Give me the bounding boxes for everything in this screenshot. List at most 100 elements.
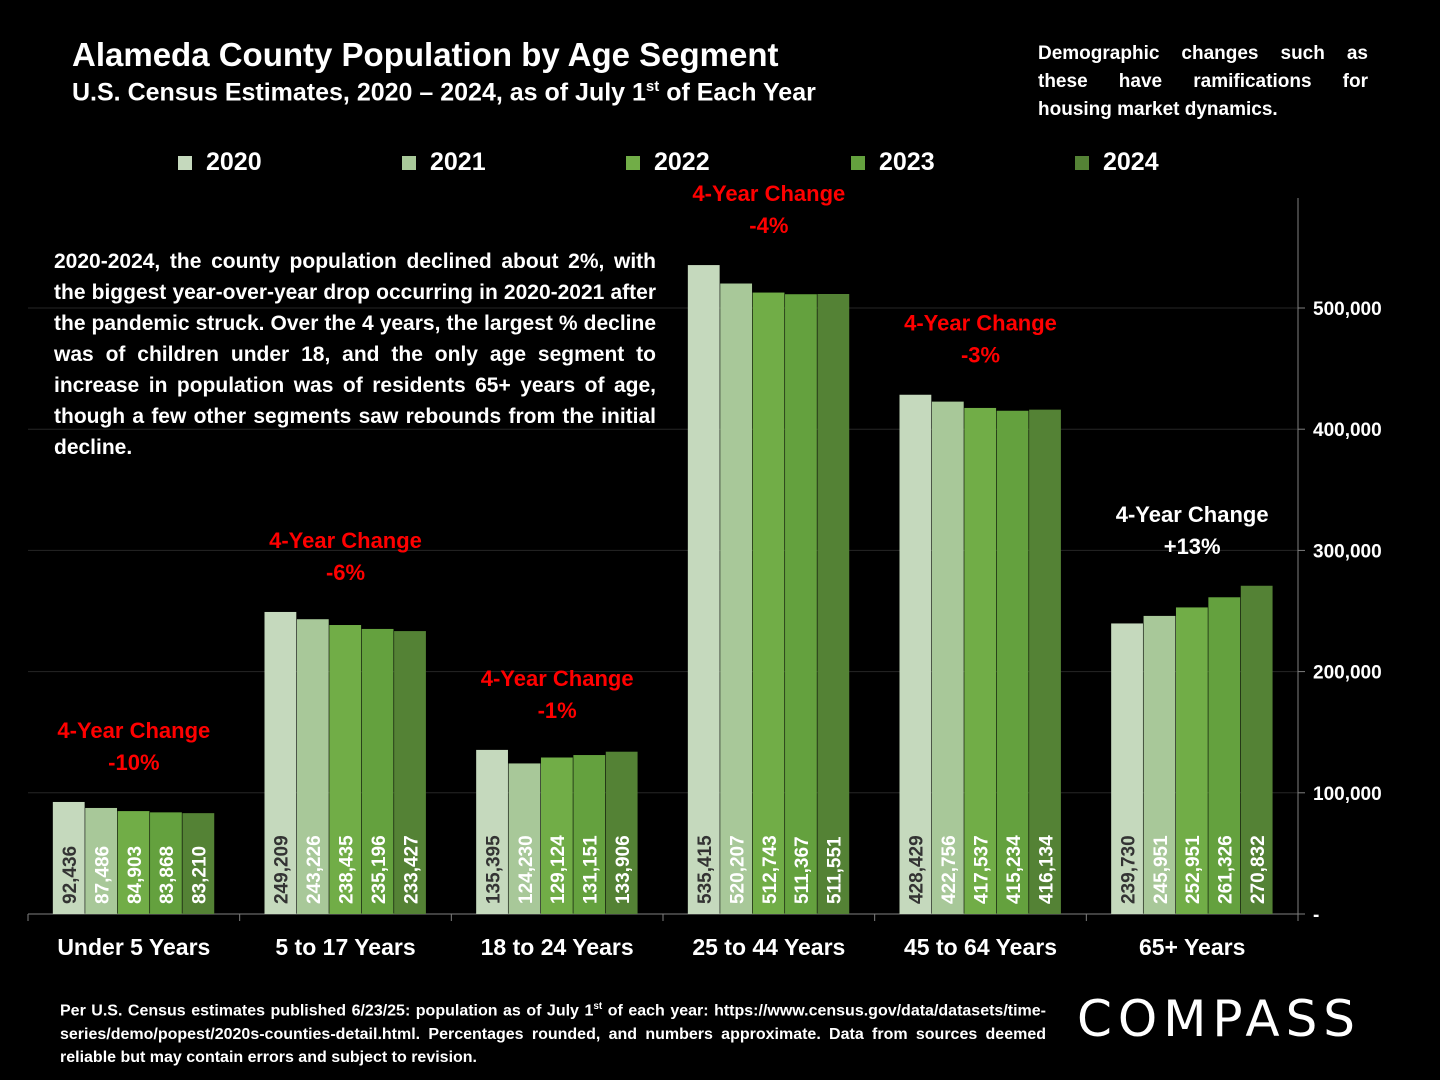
legend-label: 2023 bbox=[879, 148, 935, 176]
legend-label: 2021 bbox=[430, 148, 486, 176]
bar-data-label: 238,435 bbox=[337, 835, 358, 904]
bar-data-label: 84,903 bbox=[125, 846, 146, 904]
change-label-value: -10% bbox=[108, 750, 159, 775]
bar-data-label: 511,367 bbox=[792, 836, 813, 904]
x-category-label: 65+ Years bbox=[1139, 934, 1245, 960]
subtitle-superscript: st bbox=[645, 78, 660, 95]
legend-label: 2022 bbox=[654, 148, 710, 176]
side-note: Demographic changes such as these have r… bbox=[1038, 43, 1368, 120]
bar-data-label: 249,209 bbox=[272, 835, 293, 904]
bar bbox=[508, 763, 541, 914]
legend-swatch bbox=[1075, 155, 1089, 170]
bar bbox=[573, 755, 606, 914]
bar bbox=[150, 812, 182, 914]
chart-title: Alameda County Population by Age Segment bbox=[72, 36, 779, 73]
bar-data-label: 135,395 bbox=[483, 835, 504, 904]
legend-item: 2024 bbox=[1075, 148, 1159, 177]
bar bbox=[931, 401, 964, 914]
bar-data-label: 511,551 bbox=[825, 836, 846, 904]
bar-data-label: 422,756 bbox=[939, 835, 960, 904]
bar bbox=[182, 813, 215, 914]
bar bbox=[1175, 607, 1208, 914]
legend-swatch bbox=[851, 155, 865, 170]
change-label-title: 4-Year Change bbox=[269, 528, 422, 553]
bar-data-label: 243,226 bbox=[304, 835, 325, 904]
bar-data-label: 131,151 bbox=[581, 835, 602, 904]
x-category-label: Under 5 Years bbox=[57, 934, 210, 960]
legend-item: 2021 bbox=[402, 148, 486, 177]
legend-swatch bbox=[402, 155, 416, 170]
legend-label: 2024 bbox=[1103, 148, 1159, 176]
change-label-title: 4-Year Change bbox=[1116, 502, 1269, 527]
y-tick-label: 300,000 bbox=[1313, 541, 1382, 562]
bar-data-label: 245,951 bbox=[1151, 835, 1172, 904]
bar-data-label: 87,486 bbox=[92, 846, 113, 904]
legend-label: 2020 bbox=[206, 148, 262, 176]
bar-data-label: 233,427 bbox=[401, 835, 422, 904]
bar bbox=[1111, 623, 1143, 914]
bar bbox=[264, 611, 297, 914]
chart-subtitle: U.S. Census Estimates, 2020 – 2024, as o… bbox=[72, 78, 816, 107]
change-label-title: 4-Year Change bbox=[57, 718, 210, 743]
bar-data-label: 535,415 bbox=[695, 835, 716, 904]
bar-data-label: 133,906 bbox=[613, 835, 634, 904]
bar-data-label: 417,537 bbox=[972, 835, 993, 904]
bar-data-label: 92,436 bbox=[60, 846, 81, 904]
y-tick-label: 400,000 bbox=[1313, 420, 1382, 441]
bar bbox=[85, 807, 118, 914]
legend-item: 2020 bbox=[178, 148, 262, 177]
change-label-value: -6% bbox=[326, 560, 365, 585]
bar-data-label: 235,196 bbox=[369, 835, 390, 904]
bar-data-label: 261,326 bbox=[1216, 835, 1237, 904]
change-label-value: -4% bbox=[749, 213, 788, 238]
bar bbox=[1029, 409, 1061, 914]
change-label-title: 4-Year Change bbox=[904, 311, 1057, 336]
bar bbox=[361, 628, 394, 914]
bar bbox=[296, 619, 329, 914]
legend-item: 2023 bbox=[851, 148, 935, 177]
y-tick-label: - bbox=[1313, 905, 1319, 926]
change-label-title: 4-Year Change bbox=[481, 666, 634, 691]
bar-data-label: 124,230 bbox=[516, 835, 537, 904]
bar-data-label: 83,868 bbox=[157, 846, 178, 904]
change-label-value: +13% bbox=[1164, 534, 1221, 559]
bar bbox=[964, 407, 997, 914]
chart-legend: 2020 2021 2022 2023 2024 bbox=[0, 148, 1440, 184]
x-category-label: 18 to 24 Years bbox=[481, 934, 634, 960]
bar-data-label: 239,730 bbox=[1118, 835, 1139, 904]
bar bbox=[785, 294, 817, 914]
legend-item: 2022 bbox=[626, 148, 710, 177]
bar bbox=[996, 410, 1029, 914]
bar bbox=[899, 394, 932, 915]
bar bbox=[605, 751, 638, 914]
bar bbox=[752, 292, 785, 914]
change-label-title: 4-Year Change bbox=[692, 181, 845, 206]
bar-data-label: 129,124 bbox=[548, 835, 569, 904]
bar bbox=[476, 749, 508, 914]
legend-swatch bbox=[626, 155, 640, 170]
y-tick-label: 500,000 bbox=[1313, 299, 1382, 320]
chart-annotation: 2020-2024, the county population decline… bbox=[54, 250, 656, 459]
footnote-part1: Per U.S. Census estimates published 6/23… bbox=[60, 1002, 594, 1020]
bar bbox=[117, 811, 150, 914]
bar bbox=[329, 625, 362, 914]
compass-logo: COMPASS bbox=[1077, 990, 1362, 1048]
bar bbox=[720, 283, 753, 914]
change-label-value: -3% bbox=[961, 343, 1000, 368]
bar bbox=[540, 757, 573, 914]
bar-data-label: 252,951 bbox=[1183, 835, 1204, 904]
bar bbox=[394, 631, 426, 914]
y-tick-label: 100,000 bbox=[1313, 784, 1382, 805]
footnote-superscript: st bbox=[593, 1001, 603, 1012]
bar bbox=[1143, 615, 1176, 914]
bar-data-label: 520,207 bbox=[727, 835, 748, 904]
change-label-value: -1% bbox=[538, 698, 577, 723]
subtitle-main: U.S. Census Estimates, 2020 – 2024, as o… bbox=[72, 78, 646, 107]
bar-data-label: 428,429 bbox=[907, 835, 928, 904]
source-footnote: Per U.S. Census estimates published 6/23… bbox=[60, 995, 1046, 1070]
x-category-label: 45 to 64 Years bbox=[904, 934, 1057, 960]
x-category-label: 25 to 44 Years bbox=[692, 934, 845, 960]
bar bbox=[1240, 585, 1273, 914]
bar-data-label: 512,743 bbox=[760, 835, 781, 904]
x-category-label: 5 to 17 Years bbox=[275, 934, 415, 960]
